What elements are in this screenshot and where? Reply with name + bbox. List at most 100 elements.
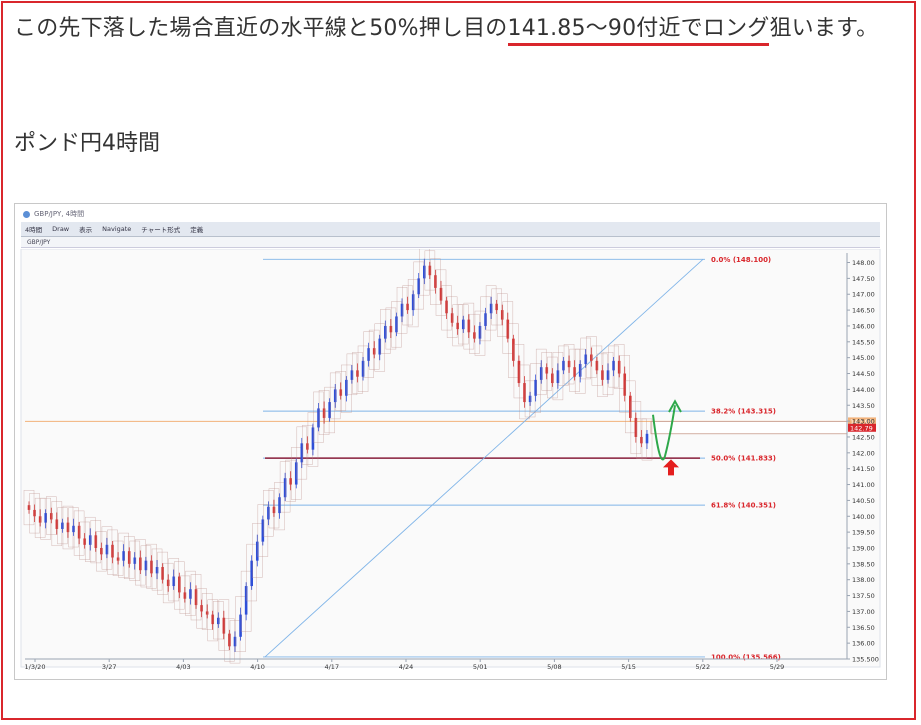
candle-body bbox=[111, 544, 114, 558]
x-tick-label: 5/22 bbox=[695, 663, 710, 671]
toolbar-item-chart-type[interactable]: チャート形式 bbox=[141, 226, 181, 234]
candle-body bbox=[200, 605, 203, 612]
toolbar-item-view[interactable]: 表示 bbox=[79, 226, 93, 234]
fib-level-label: 100.0% (135.566) bbox=[711, 653, 781, 661]
candle-body bbox=[640, 436, 643, 444]
x-tick-label: 5/29 bbox=[770, 663, 785, 671]
paragraph-highlight: 141.85～90付近でロング bbox=[507, 16, 770, 46]
candle-body bbox=[456, 322, 460, 330]
envelope-box bbox=[329, 372, 341, 420]
target-zone-box bbox=[650, 421, 848, 435]
candle-body bbox=[250, 560, 254, 587]
candle-body bbox=[450, 313, 454, 323]
envelope-box bbox=[563, 344, 575, 385]
x-tick-label: 5/08 bbox=[547, 663, 562, 671]
candle-body bbox=[166, 579, 170, 587]
candle-body bbox=[428, 265, 432, 276]
candle-body bbox=[94, 535, 98, 548]
envelope-box bbox=[363, 331, 374, 378]
fib-level-label: 0.0% (148.100) bbox=[711, 256, 771, 264]
candle-body bbox=[333, 389, 337, 403]
y-tick-label: 148.00 bbox=[852, 259, 875, 267]
entry-arrow-icon bbox=[663, 459, 679, 476]
candle-body bbox=[367, 348, 370, 361]
candle-body bbox=[127, 551, 131, 564]
envelope-box bbox=[391, 301, 402, 348]
toolbar-item-settings[interactable]: 定義 bbox=[190, 226, 204, 234]
forecast-arrow-head bbox=[668, 399, 682, 413]
candle-body bbox=[467, 319, 471, 333]
price-chart: 0.0% (148.100) 38.2% (143.315) 50.0% (141.… bbox=[20, 249, 881, 671]
candle-body bbox=[105, 544, 109, 555]
candle-body bbox=[155, 567, 159, 574]
x-tick-label: 1/3/20 bbox=[25, 663, 46, 671]
y-tick-label: 147.00 bbox=[852, 291, 875, 299]
y-tick-label: 140.00 bbox=[852, 513, 875, 521]
envelope-box bbox=[296, 426, 308, 480]
toolbar-item-navigate[interactable]: Navigate bbox=[102, 225, 132, 233]
forecast-arrow-path bbox=[652, 405, 676, 461]
candle-body bbox=[495, 303, 498, 311]
envelope-box bbox=[513, 344, 525, 399]
candle-body bbox=[255, 541, 259, 561]
envelope-box bbox=[519, 364, 530, 420]
envelope-box bbox=[324, 386, 335, 434]
candle-body bbox=[628, 395, 632, 418]
candle-body bbox=[278, 497, 281, 514]
envelope-box bbox=[23, 490, 35, 526]
y-tick-label: 141.00 bbox=[852, 481, 875, 489]
candle-body bbox=[228, 633, 231, 647]
envelope-box bbox=[491, 288, 502, 326]
price-tag-label: 142.79 bbox=[850, 424, 873, 432]
symbol-tab[interactable]: GBP/JPY bbox=[21, 237, 880, 248]
envelope-box bbox=[474, 310, 486, 356]
candle-body bbox=[27, 505, 31, 510]
envelope-box bbox=[530, 363, 541, 413]
candle-body bbox=[517, 360, 521, 384]
candle-body bbox=[422, 265, 426, 279]
toolbar-item-timeframe[interactable]: 4時間 bbox=[25, 226, 43, 234]
candle-body bbox=[72, 525, 75, 533]
y-tick-label: 143.00 bbox=[852, 418, 875, 426]
candle-body bbox=[300, 443, 304, 463]
candle-body bbox=[378, 338, 382, 355]
toolbar-item-draw[interactable]: Draw bbox=[52, 225, 70, 233]
candle-body bbox=[133, 557, 137, 564]
candle-body bbox=[372, 348, 376, 355]
envelope-box bbox=[480, 296, 491, 342]
candle-body bbox=[461, 319, 465, 330]
y-tick-label: 145.00 bbox=[852, 354, 875, 362]
candle-body bbox=[361, 360, 365, 377]
window-title: GBP/JPY, 4時間 bbox=[34, 210, 85, 218]
envelope-box bbox=[357, 345, 369, 392]
x-tick-label: 4/17 bbox=[324, 663, 339, 671]
candle-body bbox=[38, 516, 42, 523]
envelope-box bbox=[235, 596, 246, 652]
y-tick-label: 142.00 bbox=[852, 449, 875, 457]
envelope-box bbox=[463, 302, 475, 350]
envelope-box bbox=[574, 348, 586, 394]
envelope-box bbox=[218, 599, 230, 651]
candle-body bbox=[289, 478, 292, 485]
candle-body bbox=[244, 586, 248, 615]
envelope-box bbox=[602, 352, 614, 396]
candle-body bbox=[272, 506, 276, 514]
y-tick-label: 137.00 bbox=[852, 608, 875, 616]
candle-body bbox=[556, 370, 560, 384]
candle-body bbox=[161, 567, 164, 580]
envelope-box bbox=[396, 287, 408, 334]
candle-body bbox=[345, 379, 348, 396]
y-tick-label: 145.50 bbox=[852, 338, 875, 346]
candle-body bbox=[306, 443, 309, 450]
candle-body bbox=[417, 278, 421, 295]
x-tick-label: 3/27 bbox=[102, 663, 117, 671]
candle-body bbox=[601, 370, 604, 380]
y-tick-label: 137.50 bbox=[852, 592, 875, 600]
candle-body bbox=[205, 611, 209, 615]
envelope-box bbox=[246, 543, 257, 602]
x-tick-label: 4/03 bbox=[176, 663, 191, 671]
x-tick-label: 4/10 bbox=[250, 663, 265, 671]
candle-body bbox=[584, 354, 588, 365]
candle-body bbox=[83, 538, 86, 545]
price-tag-label: 142.99 bbox=[850, 418, 873, 426]
